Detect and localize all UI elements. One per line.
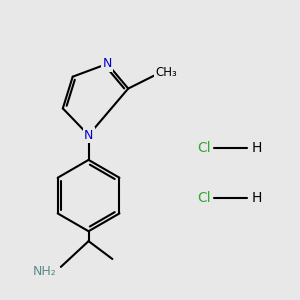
- Text: N: N: [103, 57, 112, 70]
- Text: Cl: Cl: [198, 141, 211, 155]
- Text: N: N: [84, 129, 93, 142]
- Text: CH₃: CH₃: [155, 66, 177, 79]
- Text: Cl: Cl: [198, 190, 211, 205]
- Text: NH₂: NH₂: [33, 266, 57, 278]
- Text: H: H: [252, 141, 262, 155]
- Text: H: H: [252, 190, 262, 205]
